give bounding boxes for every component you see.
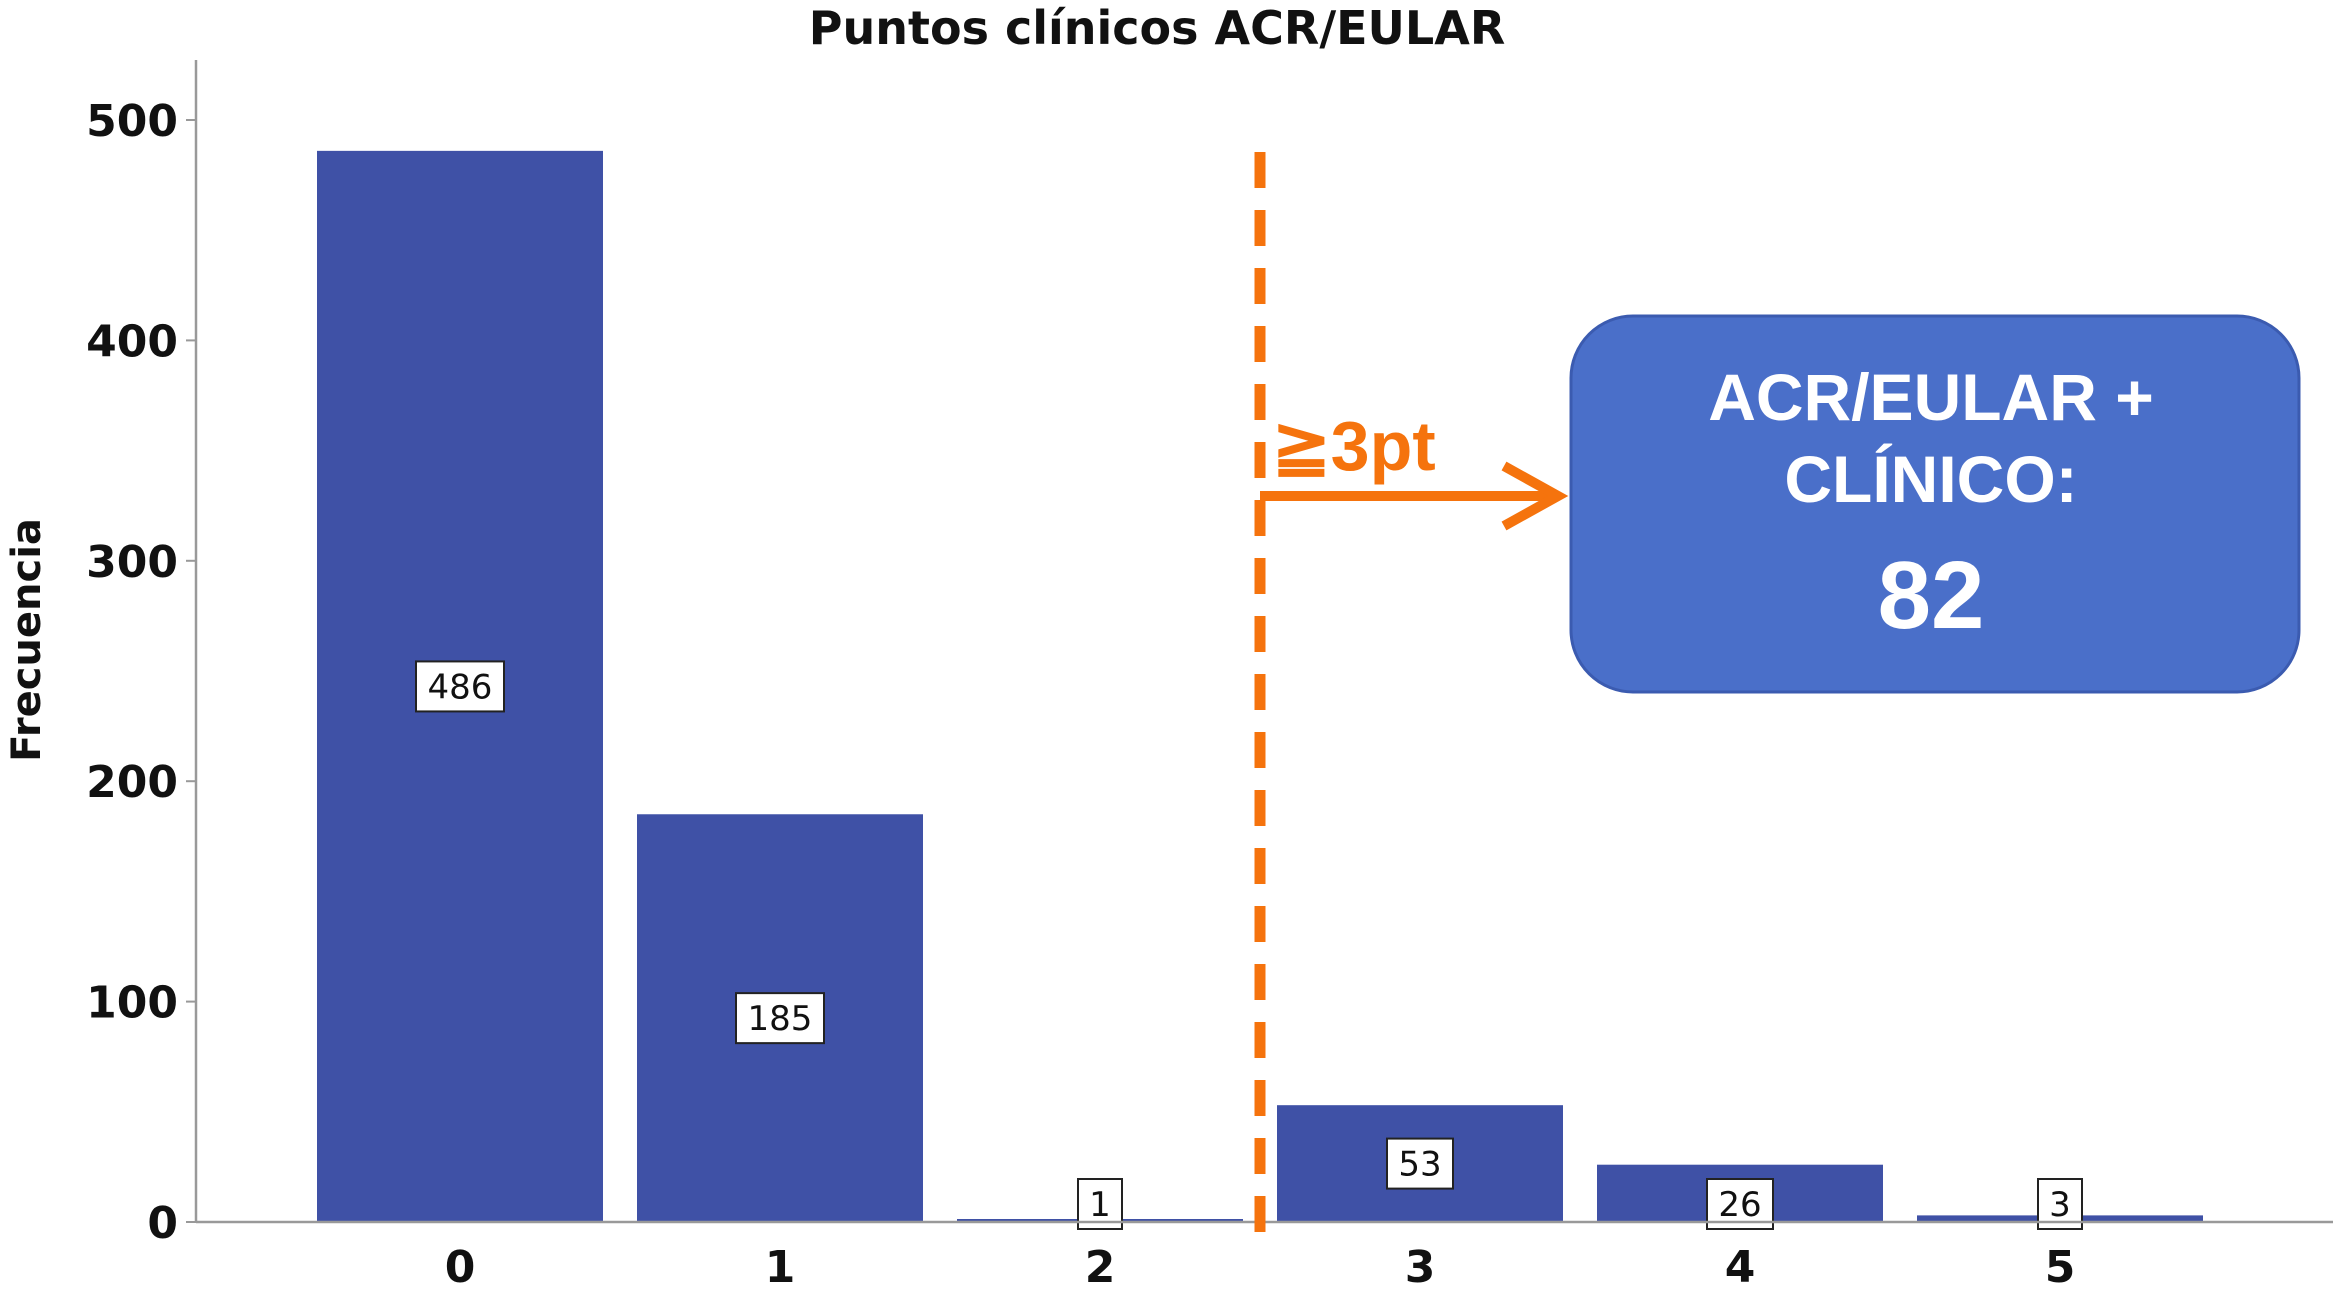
- data-labels-layer: 486 185 1 53 26 3: [415, 660, 2083, 1230]
- x-tick-label-4: 4: [1725, 1242, 1756, 1289]
- x-tick-label-2: 2: [1085, 1242, 1116, 1289]
- callout-value: 82: [1878, 542, 1985, 649]
- y-tick-label-500: 500: [86, 96, 178, 147]
- callout-box: [1569, 314, 2301, 694]
- chart-title: Puntos clínicos ACR/EULAR: [809, 1, 1505, 55]
- data-label-4: 26: [1718, 1185, 1761, 1225]
- y-tick-label-300: 300: [86, 537, 178, 588]
- y-axis-label: Frecuencia: [4, 518, 50, 762]
- callout-line-1: ACR/EULAR +: [1708, 360, 2154, 434]
- threshold-arrowhead: [1501, 461, 1569, 531]
- y-tick-label-0: 0: [147, 1198, 178, 1249]
- data-label-3: 53: [1398, 1145, 1441, 1185]
- data-label-box-3: [1386, 1137, 1454, 1190]
- x-ticks-layer: 0 1 2 3 4 5: [445, 1242, 2076, 1289]
- threshold-label: ≧3pt: [1272, 407, 1436, 485]
- data-label-box-5: [2037, 1178, 2083, 1230]
- data-label-box-2: [1077, 1178, 1123, 1230]
- y-tick-label-100: 100: [86, 978, 178, 1029]
- data-label-1: 185: [748, 999, 813, 1039]
- data-label-box-1: [735, 992, 825, 1045]
- y-tick-label-400: 400: [86, 316, 178, 367]
- data-label-2: 1: [1089, 1185, 1111, 1225]
- data-label-box-4: [1706, 1178, 1774, 1230]
- data-label-box-0: [415, 660, 505, 713]
- data-label-0: 486: [428, 667, 493, 707]
- x-tick-label-5: 5: [2045, 1242, 2076, 1289]
- data-label-5: 3: [2049, 1185, 2071, 1225]
- x-tick-label-1: 1: [765, 1242, 796, 1289]
- x-tick-label-0: 0: [445, 1242, 476, 1289]
- y-tick-label-200: 200: [86, 757, 178, 808]
- y-ticks-layer: 0 100 200 300 400 500: [86, 96, 196, 1249]
- callout-line-2: CLÍNICO:: [1784, 442, 2077, 516]
- x-tick-label-3: 3: [1405, 1242, 1436, 1289]
